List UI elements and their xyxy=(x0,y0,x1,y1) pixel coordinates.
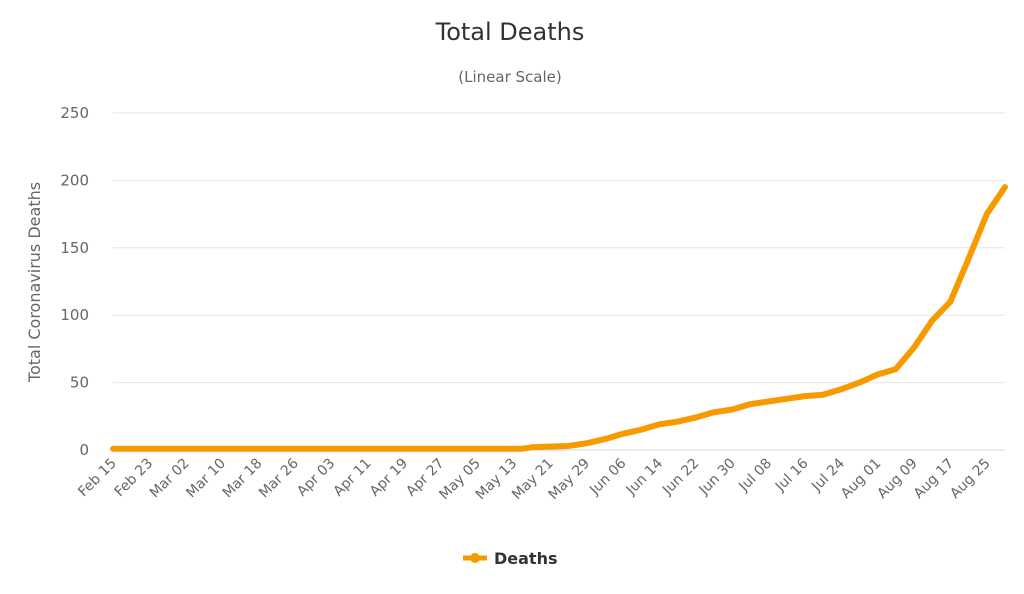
legend-marker-icon xyxy=(470,553,480,563)
x-tick-label: Feb 15 xyxy=(75,456,120,501)
y-tick-label: 150 xyxy=(60,239,89,257)
legend-label: Deaths xyxy=(494,549,558,568)
x-tick-label: Apr 19 xyxy=(367,456,411,500)
x-tick-label: Mar 26 xyxy=(256,455,302,501)
x-tick-label: Mar 10 xyxy=(183,456,229,502)
x-tick-label: Jul 08 xyxy=(735,456,775,496)
y-tick-label: 100 xyxy=(60,306,89,324)
x-tick-label: May 29 xyxy=(546,456,594,504)
x-tick-label: Jun 14 xyxy=(623,455,666,498)
y-axis-label: Total Coronavirus Deaths xyxy=(25,182,44,383)
x-tick-label: Jun 22 xyxy=(659,456,702,499)
y-tick-label: 200 xyxy=(60,171,89,189)
x-tick-label: Apr 03 xyxy=(294,456,338,500)
x-tick-label: Jul 16 xyxy=(772,455,812,495)
x-tick-label: Aug 25 xyxy=(947,456,993,502)
chart-subtitle: (Linear Scale) xyxy=(458,68,561,86)
y-tick-label: 50 xyxy=(70,374,89,392)
series-line-deaths xyxy=(110,184,1008,452)
x-tick-label: Mar 02 xyxy=(147,456,193,502)
x-tick-label: Jun 30 xyxy=(696,456,739,499)
legend-item-deaths[interactable]: Deaths xyxy=(463,549,558,568)
x-tick-label: Apr 11 xyxy=(331,456,375,500)
chart-title: Total Deaths xyxy=(435,18,585,46)
x-tick-label: Jun 06 xyxy=(586,455,629,498)
y-tick-label: 0 xyxy=(79,441,89,459)
x-tick-label: Mar 18 xyxy=(220,456,266,502)
y-tick-label: 250 xyxy=(60,104,89,122)
